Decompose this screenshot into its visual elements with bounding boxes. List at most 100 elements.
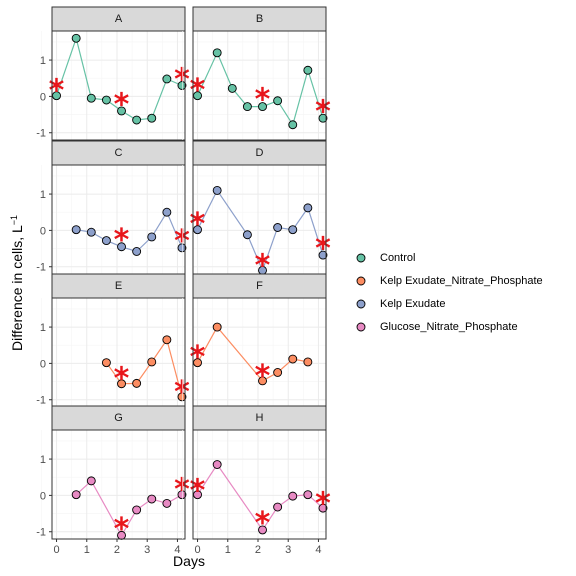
star-marker: *	[255, 506, 271, 541]
data-point	[288, 354, 298, 364]
facet-panel-b: B * * *	[182, 6, 331, 141]
legend-item-kenp: Kelp Exudate_Nitrate_Phosphate	[356, 275, 543, 287]
y-tick-label: 1	[40, 454, 46, 466]
legend: Control Kelp Exudate_Nitrate_Phosphate Kel…	[356, 252, 543, 333]
x-tick-label: 4	[315, 544, 321, 556]
y-tick-label: 0	[40, 358, 46, 370]
star-marker: *	[190, 73, 206, 108]
y-axis-title-main: Difference in cells, L	[9, 225, 25, 351]
legend-item-control: Control	[356, 252, 415, 264]
data-point	[288, 120, 298, 130]
facet-strip	[192, 405, 327, 431]
data-point	[117, 242, 126, 252]
star-marker: *	[315, 95, 331, 130]
data-point	[162, 74, 172, 84]
data-point	[147, 357, 157, 367]
star-marker: *	[255, 359, 271, 394]
facet-strip-label: G	[114, 412, 123, 424]
facet-panel-c: C* *-101	[36, 140, 190, 275]
data-point	[193, 358, 202, 368]
x-tick-label: 3	[144, 544, 150, 556]
x-tick-label: 2	[255, 544, 261, 556]
data-point	[71, 490, 81, 500]
facet-strip	[192, 6, 327, 32]
data-point	[177, 243, 187, 253]
data-point	[242, 102, 252, 112]
x-tick-label: 1	[225, 544, 231, 556]
data-point	[193, 91, 202, 101]
data-point	[147, 494, 157, 504]
data-point	[101, 358, 111, 368]
data-point	[303, 203, 313, 213]
x-axis-title: Days	[173, 553, 205, 569]
panel-border	[51, 429, 186, 540]
data-point	[258, 525, 267, 535]
data-point	[177, 490, 187, 500]
data-point	[303, 357, 313, 367]
data-point	[71, 33, 81, 43]
data-point	[288, 225, 298, 235]
data-point	[193, 225, 202, 235]
panel-background	[52, 430, 185, 539]
legend-label: Kelp Exudate_Nitrate_Phosphate	[380, 275, 543, 287]
data-point	[162, 335, 172, 345]
data-point	[212, 322, 222, 332]
y-tick-label: 0	[40, 91, 46, 103]
data-point	[162, 207, 172, 217]
legend-label: Kelp Exudate	[380, 298, 445, 310]
data-point	[258, 376, 267, 386]
y-tick-label: 0	[40, 490, 46, 502]
data-point	[288, 491, 298, 501]
facet-panel-g: G**-101	[36, 405, 190, 547]
legend-key	[356, 276, 366, 286]
legend-item-gnp: Glucose_Nitrate_Phosphate	[356, 321, 518, 333]
star-marker: *	[114, 223, 130, 258]
facet-panels: A * * * -1 0 1 B * * * C * * -1 0 1 D * * * E * * -1 0 1 F * * G * * -1 0 1…	[36, 6, 331, 547]
facet-panel-f: F * *	[182, 273, 327, 408]
y-tick-label: -1	[36, 527, 46, 539]
data-point	[86, 476, 96, 486]
star-marker: *	[114, 512, 130, 547]
legend-key	[356, 253, 366, 263]
data-point	[132, 378, 142, 388]
panel-border	[51, 30, 186, 141]
panel-background	[52, 298, 185, 407]
y-tick-label: 1	[40, 55, 46, 67]
y-tick-label: -1	[36, 262, 46, 274]
facet-strip-label: A	[115, 13, 123, 25]
y-tick-label: -1	[36, 128, 46, 140]
data-point	[318, 503, 328, 513]
x-tick-label: 0	[194, 544, 200, 556]
facet-strip	[51, 6, 186, 32]
data-point	[242, 230, 252, 240]
data-point	[273, 368, 283, 377]
data-point	[132, 505, 142, 515]
panel-border	[192, 429, 327, 540]
star-marker: *	[190, 340, 206, 375]
facet-strip	[51, 405, 186, 431]
star-marker: *	[190, 207, 206, 242]
facet-strip-label: B	[256, 13, 263, 25]
x-tick-label: 4	[174, 544, 180, 556]
facet-strip-label: H	[256, 412, 264, 424]
data-point	[52, 91, 61, 101]
data-point	[132, 247, 142, 256]
star-marker: *	[255, 82, 271, 117]
y-tick-label: 1	[40, 322, 46, 334]
data-point	[101, 236, 111, 246]
facet-strip	[51, 140, 186, 166]
data-point	[212, 185, 222, 195]
data-point	[177, 81, 187, 90]
facet-strip	[192, 140, 327, 166]
data-point	[162, 498, 172, 508]
data-point	[303, 65, 313, 75]
star-marker: *	[49, 74, 65, 109]
data-point	[303, 490, 313, 500]
y-axis-title: Difference in cells, L−1	[9, 215, 25, 351]
panel-background	[193, 165, 326, 274]
data-point	[71, 225, 81, 235]
panel-background	[193, 298, 326, 407]
data-point	[318, 113, 328, 123]
data-point	[101, 95, 111, 105]
